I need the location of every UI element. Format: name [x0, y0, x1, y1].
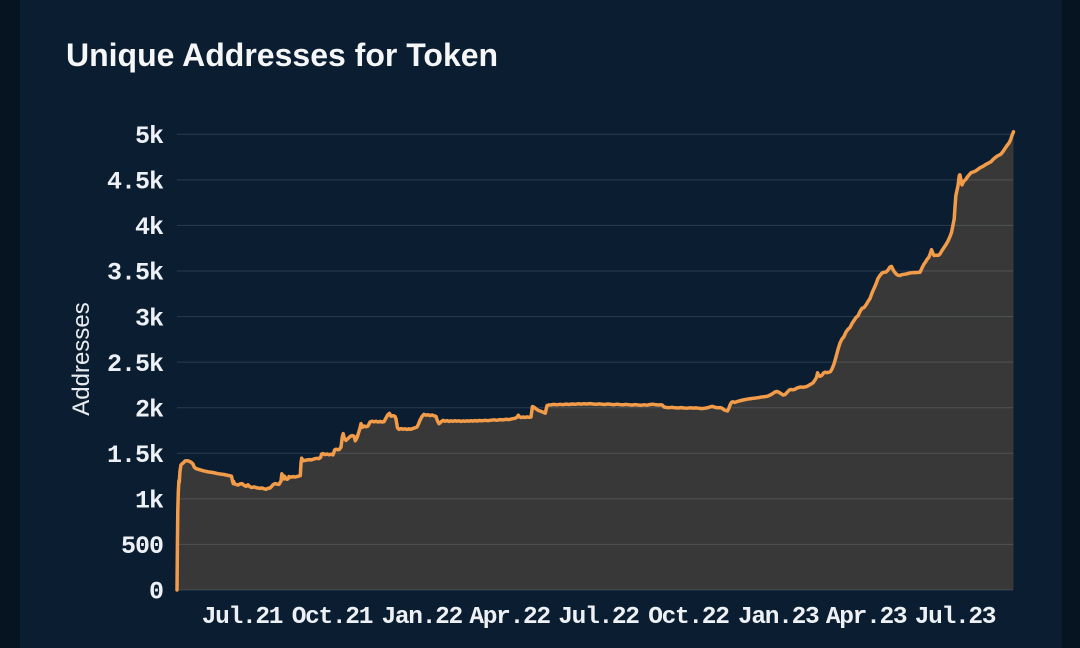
svg-text:1k: 1k	[135, 487, 164, 516]
svg-text:Apr.22: Apr.22	[469, 604, 550, 631]
svg-text:1.5k: 1.5k	[107, 441, 164, 470]
svg-text:Jan.23: Jan.23	[738, 604, 819, 631]
svg-text:0: 0	[149, 578, 163, 607]
svg-text:3k: 3k	[135, 304, 164, 333]
svg-text:2k: 2k	[135, 395, 164, 424]
svg-text:Jan.22: Jan.22	[381, 604, 462, 631]
svg-text:Jul.21: Jul.21	[202, 604, 283, 631]
svg-text:Jul.23: Jul.23	[915, 604, 996, 631]
svg-text:Oct.22: Oct.22	[648, 604, 729, 631]
svg-text:2.5k: 2.5k	[107, 350, 164, 379]
svg-text:500: 500	[121, 532, 163, 561]
svg-text:3.5k: 3.5k	[107, 259, 164, 288]
svg-text:Oct.21: Oct.21	[292, 604, 373, 631]
svg-text:4.5k: 4.5k	[107, 168, 164, 197]
svg-text:5k: 5k	[135, 122, 164, 151]
svg-text:4k: 4k	[135, 213, 164, 242]
svg-text:Apr.23: Apr.23	[826, 604, 907, 631]
svg-text:Jul.22: Jul.22	[558, 604, 639, 631]
